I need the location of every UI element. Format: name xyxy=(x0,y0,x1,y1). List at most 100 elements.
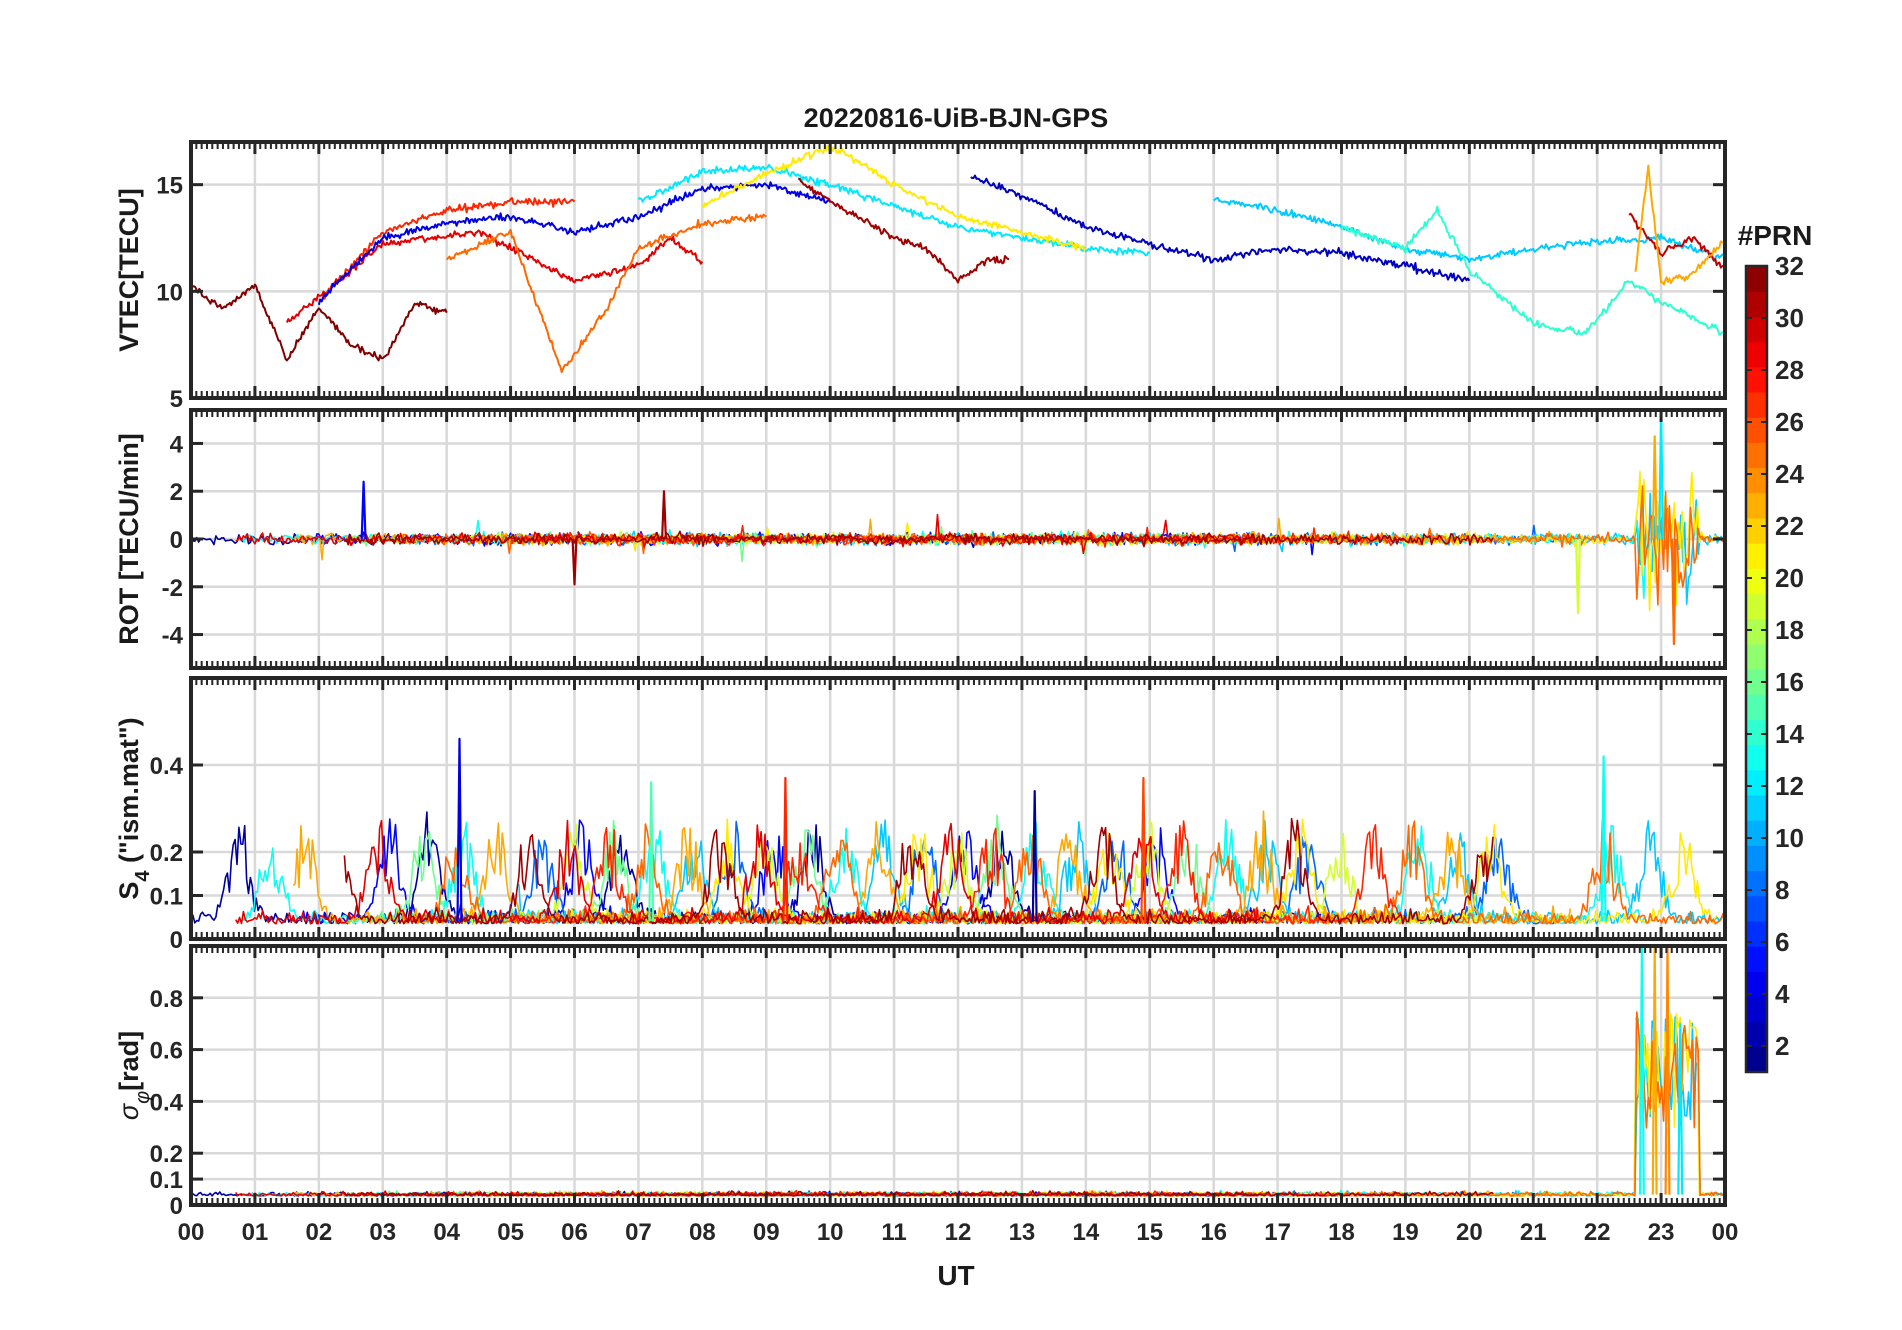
colorbar-segment xyxy=(1746,1021,1767,1048)
colorbar-segment xyxy=(1746,895,1767,922)
colorbar-tick-label: 16 xyxy=(1775,667,1804,697)
colorbar-segment xyxy=(1746,391,1767,418)
colorbar-segment xyxy=(1746,341,1767,368)
vtec-line-prn-32 xyxy=(191,283,448,362)
series-rot xyxy=(191,410,1724,646)
colorbar-segment xyxy=(1746,517,1767,544)
x-ticks-s4 xyxy=(189,678,1727,939)
chart-title: 20220816-UiB-BJN-GPS xyxy=(804,103,1109,133)
colorbar-segment xyxy=(1746,845,1767,872)
x-tick-label: 07 xyxy=(625,1219,652,1246)
colorbar-tick-label: 22 xyxy=(1775,511,1804,541)
y-axis-label-sigphi: σφ[rad] xyxy=(114,1031,154,1120)
colorbar-tick-label: 28 xyxy=(1775,355,1804,385)
rot-peak xyxy=(571,538,578,586)
colorbar-segment xyxy=(1746,593,1767,620)
y-tick-label: 0.1 xyxy=(150,884,183,911)
series-vtec xyxy=(191,144,1725,374)
x-tick-label: 19 xyxy=(1392,1219,1419,1246)
rot-peak xyxy=(1658,410,1665,540)
x-tick-label: 13 xyxy=(1009,1219,1036,1246)
x-tick-label: 10 xyxy=(817,1219,844,1246)
x-tick-label: 04 xyxy=(433,1219,460,1246)
x-tick-label: 11 xyxy=(881,1219,906,1246)
sigphi-peak xyxy=(1638,946,1645,1195)
vtec-line-prn-27 xyxy=(318,197,576,302)
x-tick-label: 15 xyxy=(1136,1219,1163,1246)
x-tick-label: 06 xyxy=(561,1219,588,1246)
series-s4 xyxy=(191,737,1724,925)
x-tick-label: 00 xyxy=(1712,1219,1739,1246)
x-tick-label: 02 xyxy=(305,1219,332,1246)
x-tick-label: 03 xyxy=(369,1219,396,1246)
x-tick-label: 21 xyxy=(1520,1219,1547,1246)
y-tick-label: 0 xyxy=(170,1193,183,1220)
colorbar-tick-label: 6 xyxy=(1775,927,1789,957)
colorbar-segment xyxy=(1746,266,1767,292)
y-tick-label: 0.4 xyxy=(150,753,184,780)
colorbar-segment xyxy=(1746,492,1767,519)
y-tick-label: -2 xyxy=(162,575,183,602)
colorbar-tick-label: 20 xyxy=(1775,563,1804,593)
colorbar-tick-label: 14 xyxy=(1775,719,1804,749)
x-tick-label: 18 xyxy=(1328,1219,1355,1246)
colorbar-segment xyxy=(1746,568,1767,595)
y-tick-label: 5 xyxy=(170,386,183,413)
colorbar-segment xyxy=(1746,643,1767,670)
colorbar-tick-label: 32 xyxy=(1775,251,1804,281)
x-ticks-vtec xyxy=(189,142,1727,398)
sigphi-peak xyxy=(1664,946,1671,1195)
y-tick-label: 4 xyxy=(170,431,184,458)
rot-line-prn-31 xyxy=(343,530,1494,548)
colorbar-tick-label: 12 xyxy=(1775,771,1804,801)
y-tick-label: 2 xyxy=(170,479,183,506)
x-tick-label: 17 xyxy=(1264,1219,1291,1246)
colorbar-tick-label: 10 xyxy=(1775,823,1804,853)
y-tick-label: 0.6 xyxy=(150,1038,183,1065)
x-tick-label: 00 xyxy=(178,1219,205,1246)
x-ticks-sigphi xyxy=(189,946,1727,1205)
s4-peak xyxy=(1140,776,1147,922)
rot-peak xyxy=(661,490,667,540)
x-tick-label: 20 xyxy=(1456,1219,1483,1246)
colorbar-frame xyxy=(1744,264,1769,1074)
colorbar-tick-label: 4 xyxy=(1775,979,1790,1009)
colorbar-tick-label: 24 xyxy=(1775,459,1804,489)
colorbar-segment xyxy=(1746,669,1767,695)
colorbar-tick-label: 30 xyxy=(1775,303,1804,333)
colorbar-segment xyxy=(1746,769,1767,796)
colorbar-segment xyxy=(1746,1046,1767,1073)
x-tick-label: 12 xyxy=(945,1219,972,1246)
vtec-line-prn-21 xyxy=(701,144,1087,251)
y-tick-label: 0 xyxy=(170,527,183,554)
rot-peak xyxy=(360,480,367,540)
s4-peak xyxy=(782,776,789,922)
rot-peak xyxy=(1651,435,1658,540)
vtec-line-prn-3 xyxy=(970,174,1471,283)
colorbar-segment xyxy=(1746,820,1767,846)
y-tick-label: 0 xyxy=(170,927,183,954)
rot-peak xyxy=(1670,538,1677,646)
vtec-line-prn-14 xyxy=(1340,205,1725,336)
sigphi-peak xyxy=(1677,1022,1684,1195)
y-tick-label: -4 xyxy=(162,623,184,650)
colorbar-segment xyxy=(1746,467,1767,494)
colorbar-label: #PRN xyxy=(1738,220,1813,251)
colorbar-segment xyxy=(1746,618,1767,645)
s4-peak xyxy=(456,737,463,922)
colorbar-segment xyxy=(1746,291,1767,317)
y-tick-label: 0.8 xyxy=(150,986,183,1013)
y-tick-label: 10 xyxy=(156,279,183,306)
y-tick-label: 0.2 xyxy=(150,1141,183,1168)
s4-peak xyxy=(1031,790,1038,922)
s4-peak xyxy=(1600,755,1607,922)
x-tick-label: 01 xyxy=(242,1219,269,1246)
x-axis-label: UT xyxy=(937,1260,974,1291)
colorbar-tick-label: 2 xyxy=(1775,1031,1789,1061)
colorbar-segment xyxy=(1746,417,1767,443)
colorbar-segment xyxy=(1746,920,1767,947)
colorbar-tick-label: 8 xyxy=(1775,875,1789,905)
